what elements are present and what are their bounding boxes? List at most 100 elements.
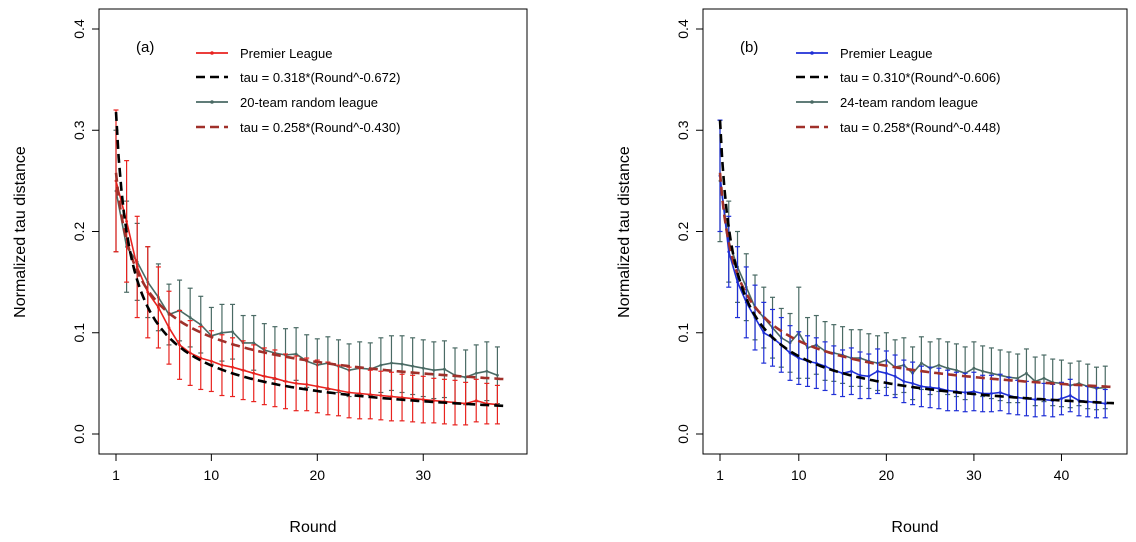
data-point [379, 363, 383, 367]
data-point [990, 392, 993, 395]
x-tick-label: 10 [204, 467, 220, 483]
data-point [797, 356, 801, 360]
y-tick-label: 0.0 [71, 424, 87, 444]
data-point [326, 387, 330, 390]
x-tick-label: 1 [716, 467, 724, 483]
data-point [474, 371, 478, 375]
data-point [411, 364, 415, 368]
data-point [1025, 371, 1028, 375]
data-point [125, 219, 128, 223]
data-point [946, 366, 950, 370]
data-point [955, 368, 958, 372]
y-tick-label: 0.3 [71, 120, 87, 140]
data-point [379, 394, 383, 397]
data-point [231, 330, 234, 334]
legend-entry: tau = 0.258*(Round^-0.448) [796, 120, 1000, 135]
data-point [858, 373, 862, 377]
data-point [762, 331, 766, 335]
legend-marker [210, 51, 214, 55]
data-point [368, 393, 372, 396]
svg-text:tau = 0.318*(Round^-0.672): tau = 0.318*(Round^-0.672) [240, 70, 400, 85]
data-point [876, 369, 879, 373]
legend-entry: Premier League [796, 46, 933, 61]
y-ticks: 0.0 0.1 0.2 0.3 0.4 [71, 19, 99, 444]
series-layer [717, 119, 1115, 419]
data-point [902, 379, 906, 383]
x-tick-label: 20 [310, 467, 326, 483]
x-tick-label: 20 [879, 467, 895, 483]
data-point [1042, 376, 1046, 380]
data-point [1033, 398, 1037, 401]
legend-entry: tau = 0.310*(Round^-0.606) [796, 70, 1000, 85]
data-point [284, 379, 287, 383]
data-point [1103, 402, 1107, 406]
data-point [167, 326, 171, 330]
data-point [788, 351, 792, 355]
data-point [1016, 376, 1020, 380]
data-point [305, 382, 309, 386]
data-point [981, 369, 985, 373]
x-tick-label: 30 [966, 467, 982, 483]
data-point [347, 391, 351, 394]
data-point [485, 369, 489, 373]
svg-text:20-team random league: 20-team random league [240, 95, 378, 110]
data-point [432, 368, 436, 372]
data-point [998, 391, 1002, 394]
panel-b: Normalized tau distance Round (b) 1 10 20 3… [616, 8, 1128, 536]
data-point [294, 352, 298, 356]
data-point [496, 373, 499, 377]
data-point [736, 280, 739, 284]
data-point [337, 389, 340, 392]
legend: Premier League tau = 0.318*(Round^-0.672… [196, 46, 400, 135]
data-point [209, 359, 213, 363]
y-axis-label: Normalized tau distance [12, 146, 29, 318]
data-point [421, 398, 425, 401]
svg-text:tau = 0.258*(Round^-0.430): tau = 0.258*(Round^-0.430) [240, 120, 400, 135]
data-point [972, 366, 976, 370]
y-tick-label: 0.2 [71, 222, 87, 242]
data-point [443, 367, 446, 371]
data-point [849, 369, 853, 373]
data-point [315, 385, 319, 388]
data-point [390, 361, 393, 365]
data-point [867, 374, 871, 378]
y-tick-label: 0.4 [675, 19, 691, 39]
data-point [273, 376, 277, 380]
x-axis-label: Round [891, 519, 938, 536]
data-point [231, 365, 234, 369]
y-tick-label: 0.3 [675, 120, 691, 140]
panel-label: (b) [740, 39, 758, 56]
y-tick-label: 0.2 [675, 222, 691, 242]
panel-a: Normalized tau distance Round (a) 1 10 20 3… [12, 8, 528, 536]
data-point [990, 371, 993, 375]
data-point [156, 306, 160, 309]
data-point [400, 396, 404, 399]
legend-marker [810, 51, 814, 55]
svg-text:Premier League: Premier League [240, 46, 333, 61]
y-tick-label: 0.4 [71, 19, 87, 39]
legend-entry: 24-team random league [796, 95, 978, 110]
x-ticks: 1 10 20 30 40 [716, 454, 1069, 483]
svg-text:Premier League: Premier League [840, 46, 933, 61]
x-axis-label: Round [289, 519, 336, 536]
data-point [135, 265, 139, 269]
data-point [400, 362, 404, 366]
legend-entry: Premier League [196, 46, 333, 61]
data-point [972, 390, 976, 393]
data-point [178, 343, 181, 347]
svg-text:24-team random league: 24-team random league [840, 95, 978, 110]
x-tick-label: 1 [112, 467, 120, 483]
fit-curve-3 [718, 172, 1115, 389]
panel-label: (a) [136, 39, 154, 56]
data-point [919, 361, 923, 365]
data-point [421, 366, 425, 370]
x-tick-label: 30 [415, 467, 431, 483]
fit-curve-1 [718, 120, 1115, 405]
y-axis-label: Normalized tau distance [616, 146, 633, 318]
y-ticks: 0.0 0.1 0.2 0.3 0.4 [675, 19, 703, 444]
data-point [937, 387, 941, 390]
data-point [294, 381, 298, 385]
legend-entry: tau = 0.258*(Round^-0.430) [196, 120, 400, 135]
data-point [262, 374, 266, 378]
fit-curve-3 [114, 172, 509, 381]
